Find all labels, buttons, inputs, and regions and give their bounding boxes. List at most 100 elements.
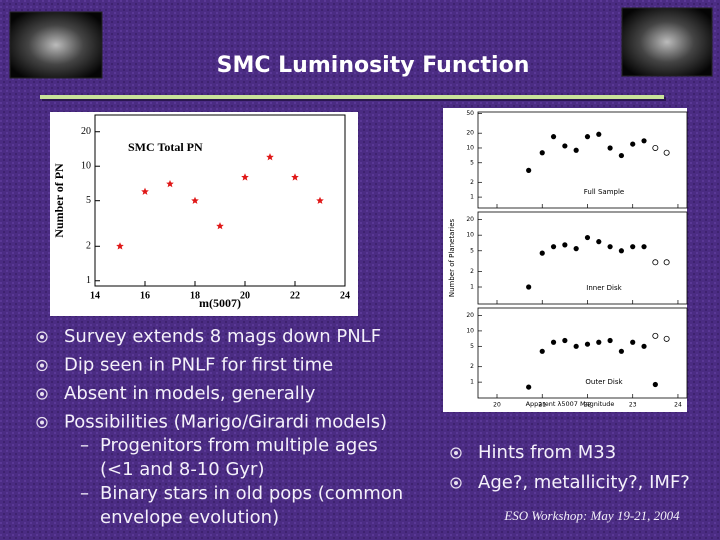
y-tick-label: 10: [466, 327, 474, 334]
data-point: [562, 143, 568, 149]
x-tick-label: 22: [584, 402, 592, 409]
data-point: [573, 246, 579, 252]
data-point: [584, 134, 591, 140]
y-tick-label: 20: [466, 130, 474, 137]
title-rule: [40, 95, 664, 99]
bullet-icon: [450, 477, 462, 489]
data-point: [573, 343, 579, 349]
footer: ESO Workshop: May 19-21, 2004: [503, 508, 680, 523]
data-point: [316, 196, 324, 204]
data-point: [116, 242, 124, 250]
bullet-icon: [450, 447, 462, 459]
open-point: [663, 259, 670, 266]
y-tick-label: 2: [470, 179, 474, 186]
y-tick-label: 20: [81, 126, 91, 137]
data-point: [539, 348, 545, 354]
right-figure: [443, 108, 687, 412]
y-tick-label: 1: [470, 284, 474, 291]
data-point: [241, 173, 249, 181]
data-point: [596, 131, 602, 137]
data-point: [584, 341, 591, 347]
x-tick-label: 20: [493, 402, 501, 409]
y-tick-label: 2: [470, 363, 474, 370]
data-point: [607, 337, 613, 344]
data-point: [607, 145, 613, 151]
y-tick-label: 1: [470, 379, 474, 386]
bullet-icon: [36, 388, 48, 400]
data-point: [630, 141, 636, 147]
open-point: [652, 332, 659, 339]
sub-bullet-text: Binary stars in old pops (common: [100, 483, 403, 504]
y-tick-label: 1: [86, 275, 91, 286]
x-tick-label: 20: [240, 290, 250, 301]
data-point: [216, 222, 224, 230]
data-point: [526, 284, 532, 290]
data-point: [618, 152, 625, 159]
sub-bullet-text: Progenitors from multiple ages: [100, 435, 378, 456]
y-tick-label: 2: [470, 268, 474, 275]
y-tick-label: 5: [470, 343, 474, 350]
x-axis-label: m(5007): [199, 296, 241, 310]
data-point: [596, 239, 602, 245]
y-tick-label: 5: [86, 195, 91, 206]
x-tick-label: 14: [90, 290, 100, 301]
y-tick-label: 5: [470, 159, 474, 166]
bullet-icon: [40, 420, 44, 425]
bullet-icon: [36, 331, 48, 343]
bullet-text: Absent in models, generally: [64, 383, 316, 404]
y-tick-label: 10: [466, 232, 474, 239]
sub-bullet-dash: –: [80, 483, 89, 504]
bullet-text: Age?, metallicity?, IMF?: [478, 472, 690, 493]
data-point: [641, 138, 647, 144]
x-tick-label: 24: [674, 402, 682, 409]
x-tick-label: 16: [140, 290, 150, 301]
x-tick-label: 23: [629, 402, 637, 409]
data-point: [539, 250, 545, 256]
data-point: [630, 244, 636, 250]
bullet-text: Survey extends 8 mags down PNLF: [64, 326, 381, 347]
data-point: [539, 150, 545, 156]
data-point: [266, 153, 274, 161]
data-point: [562, 242, 568, 248]
y-tick-label: 5: [470, 247, 474, 254]
data-point: [652, 381, 658, 388]
data-point: [573, 147, 579, 153]
data-point: [550, 339, 557, 345]
y-tick-label: 10: [81, 161, 91, 172]
data-point: [141, 187, 149, 195]
x-tick-label: 22: [290, 290, 300, 301]
data-point: [550, 134, 557, 140]
bullet-text: Hints from M33: [478, 442, 616, 463]
data-point: [584, 234, 591, 241]
bullet-text: Dip seen in PNLF for first time: [64, 355, 333, 376]
left-figure: [50, 112, 358, 316]
bullet-icon: [454, 481, 458, 485]
panel-label: Outer Disk: [585, 378, 623, 386]
bullet-icon: [40, 392, 44, 396]
y-tick-label: 20: [466, 312, 474, 319]
data-point: [191, 196, 199, 204]
open-point: [663, 149, 670, 156]
panel-frame: [477, 211, 688, 305]
panel-label: Inner Disk: [586, 284, 622, 292]
galaxy-image: [9, 11, 103, 79]
data-point: [526, 167, 532, 173]
y-tick-label: 20: [466, 216, 474, 223]
y-tick-label: 2: [86, 241, 91, 252]
data-point: [596, 339, 602, 345]
data-point: [291, 173, 299, 181]
open-point: [663, 335, 670, 342]
x-tick-label: 21: [538, 402, 546, 409]
data-point: [562, 337, 568, 344]
bullet-icon: [454, 451, 458, 455]
bullet-icon: [36, 416, 48, 429]
data-point: [641, 244, 647, 250]
sub-bullet-dash: –: [80, 435, 89, 456]
panel-label: Full Sample: [584, 188, 624, 196]
y-tick-label: 1: [470, 194, 474, 201]
bullet-icon: [40, 363, 44, 368]
panel-frame: [477, 307, 688, 399]
data-point: [550, 244, 557, 250]
